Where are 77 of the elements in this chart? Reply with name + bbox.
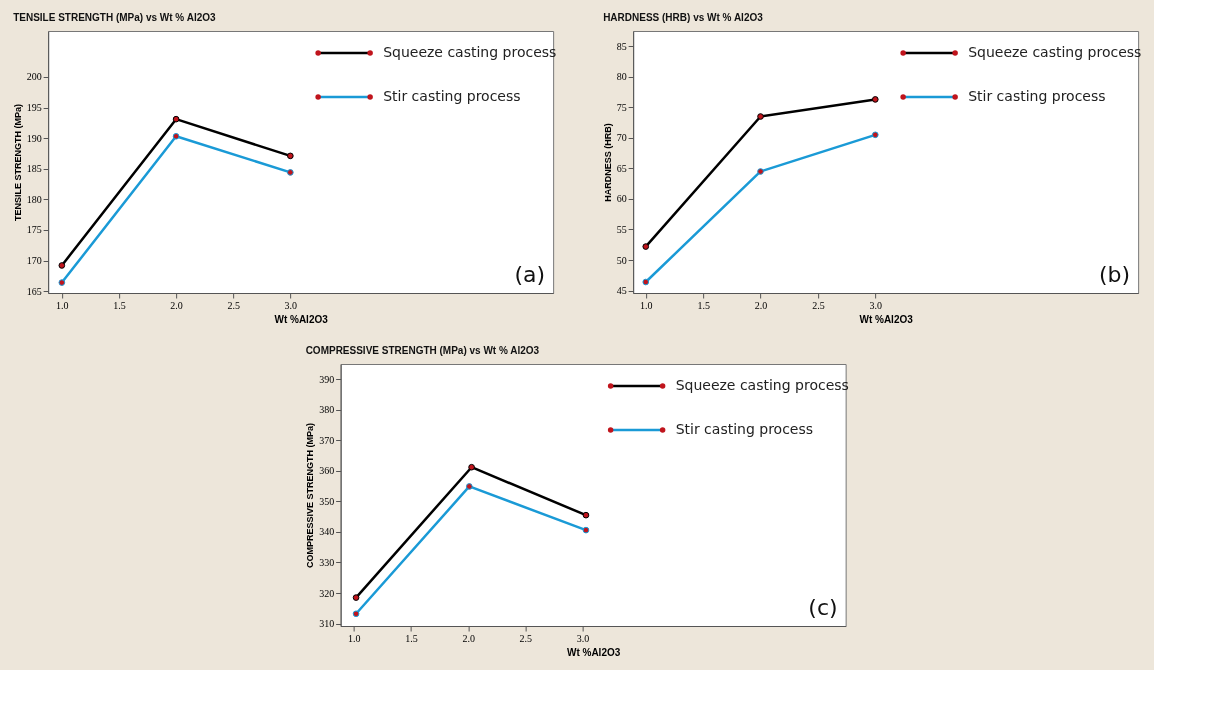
x-tick-label: 1.5 bbox=[405, 632, 418, 644]
x-axis-title: Wt %Al2O3 bbox=[859, 313, 914, 325]
y-axis-title: TENSILE STRENGTH (MPa) bbox=[12, 103, 23, 222]
y-tick-label: 50 bbox=[616, 254, 627, 266]
legend-label: Squeeze casting process bbox=[968, 44, 1142, 60]
x-tick-label: 2.5 bbox=[812, 299, 825, 311]
x-tick-label: 1.0 bbox=[56, 299, 69, 311]
point bbox=[642, 243, 650, 250]
y-tick-label: 180 bbox=[26, 193, 42, 205]
point bbox=[172, 115, 180, 123]
x-tick-label: 2.0 bbox=[170, 299, 183, 311]
legend-label: Squeeze casting process bbox=[383, 44, 557, 60]
legend-label: Squeeze casting process bbox=[675, 377, 849, 393]
y-tick-label: 185 bbox=[26, 163, 42, 175]
x-axis-title: Wt %Al2O3 bbox=[274, 313, 329, 325]
y-tick-label: 170 bbox=[26, 255, 42, 267]
point bbox=[172, 132, 180, 140]
point bbox=[58, 262, 66, 269]
y-tick-label: 190 bbox=[26, 132, 42, 144]
annotation: (b) bbox=[1098, 262, 1131, 287]
y-tick-label: 330 bbox=[319, 556, 335, 568]
y-tick-label: 80 bbox=[616, 71, 627, 83]
point bbox=[757, 168, 764, 175]
x-tick-label: 1.0 bbox=[348, 632, 361, 644]
y-tick-label: 60 bbox=[616, 193, 627, 205]
y-tick-label: 390 bbox=[319, 373, 335, 385]
x-tick-label: 3.0 bbox=[284, 299, 298, 311]
x-tick-label: 3.0 bbox=[576, 632, 590, 644]
y-tick-label: 340 bbox=[319, 526, 335, 538]
x-tick-label: 1.5 bbox=[113, 299, 126, 311]
annotation: (a) bbox=[514, 262, 546, 287]
point bbox=[352, 610, 360, 618]
point bbox=[871, 131, 879, 139]
annotation: (c) bbox=[808, 595, 838, 620]
y-tick-label: 370 bbox=[319, 434, 335, 446]
point bbox=[352, 594, 360, 601]
x-tick-label: 2.5 bbox=[227, 299, 240, 311]
point bbox=[582, 511, 590, 519]
point bbox=[287, 169, 294, 176]
point bbox=[642, 278, 650, 286]
y-tick-label: 175 bbox=[26, 224, 42, 236]
y-axis-title: HARDNESS (HRB) bbox=[602, 123, 613, 202]
y-tick-label: 195 bbox=[26, 102, 42, 114]
y-tick-label: 320 bbox=[319, 587, 335, 599]
point bbox=[468, 463, 475, 471]
point bbox=[465, 483, 473, 490]
x-tick-label: 2.0 bbox=[462, 632, 475, 644]
y-tick-label: 200 bbox=[26, 71, 42, 83]
y-tick-label: 380 bbox=[319, 404, 335, 416]
y-tick-label: 65 bbox=[616, 162, 627, 174]
legend-label: Stir casting process bbox=[383, 88, 521, 104]
x-tick-label: 2.0 bbox=[754, 299, 768, 311]
y-tick-label: 350 bbox=[319, 495, 335, 507]
x-tick-label: 2.5 bbox=[519, 632, 533, 644]
legend-label: Stir casting process bbox=[675, 421, 814, 437]
point bbox=[871, 96, 879, 103]
y-tick-label: 165 bbox=[26, 285, 42, 297]
x-tick-label: 1.0 bbox=[640, 299, 653, 311]
point bbox=[58, 279, 66, 286]
x-tick-label: 3.0 bbox=[869, 299, 883, 311]
y-tick-label: 85 bbox=[616, 40, 627, 52]
chart-title: HARDNESS (HRB) vs Wt % Al2O3 bbox=[603, 12, 764, 23]
y-tick-label: 75 bbox=[616, 101, 627, 113]
y-tick-label: 45 bbox=[616, 285, 627, 297]
chart-title: COMPRESSIVE STRENGTH (MPa) vs Wt % Al2O3 bbox=[305, 345, 540, 356]
y-tick-label: 70 bbox=[616, 132, 627, 144]
point bbox=[287, 152, 294, 160]
legend-label: Stir casting process bbox=[968, 88, 1106, 104]
y-tick-label: 310 bbox=[319, 618, 335, 630]
x-axis-title: Wt %Al2O3 bbox=[566, 646, 621, 658]
x-tick-label: 1.5 bbox=[697, 299, 710, 311]
y-tick-label: 360 bbox=[319, 465, 335, 477]
y-axis-title: COMPRESSIVE STRENGTH (MPa) bbox=[305, 422, 316, 569]
point bbox=[757, 113, 764, 120]
chart-title: TENSILE STRENGTH (MPa) vs Wt % Al2O3 bbox=[13, 12, 216, 23]
y-tick-label: 55 bbox=[616, 223, 627, 235]
point bbox=[582, 526, 590, 534]
